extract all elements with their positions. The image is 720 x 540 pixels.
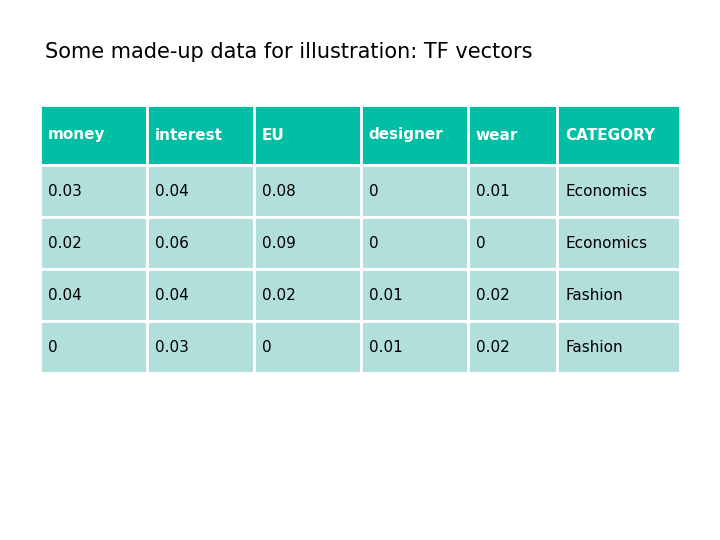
Bar [557,105,680,165]
Text: 0.04: 0.04 [155,184,189,199]
Bar [361,105,467,165]
Text: 0.02: 0.02 [48,235,82,251]
Bar [147,217,253,269]
Text: 0: 0 [475,235,485,251]
Text: EU: EU [262,127,284,143]
Bar [467,105,557,165]
Text: 0.02: 0.02 [262,287,295,302]
Text: 0.06: 0.06 [155,235,189,251]
Bar [253,269,361,321]
Text: 0.02: 0.02 [475,340,509,354]
Bar [557,165,680,217]
Text: Economics: Economics [565,184,647,199]
Bar [361,165,467,217]
Text: designer: designer [369,127,444,143]
Bar [467,217,557,269]
Text: money: money [48,127,106,143]
Text: 0.03: 0.03 [48,184,82,199]
Text: 0.04: 0.04 [48,287,82,302]
Bar [253,105,361,165]
Text: 0.02: 0.02 [475,287,509,302]
Text: wear: wear [475,127,518,143]
Bar [253,321,361,373]
Text: 0.01: 0.01 [369,340,402,354]
Bar [40,105,147,165]
Text: 0.08: 0.08 [262,184,295,199]
Bar [40,321,147,373]
Bar [467,321,557,373]
Bar [557,269,680,321]
Text: 0.01: 0.01 [475,184,509,199]
Text: 0: 0 [369,235,378,251]
Text: Some made-up data for illustration: TF vectors: Some made-up data for illustration: TF v… [45,42,533,62]
Bar [253,217,361,269]
Text: 0.04: 0.04 [155,287,189,302]
Bar [147,269,253,321]
Bar [467,269,557,321]
Bar [40,217,147,269]
Text: Fashion: Fashion [565,287,623,302]
Bar [557,217,680,269]
Bar [467,165,557,217]
Text: Economics: Economics [565,235,647,251]
Bar [361,321,467,373]
Text: 0.03: 0.03 [155,340,189,354]
Bar [147,321,253,373]
Text: 0.09: 0.09 [262,235,296,251]
Text: CATEGORY: CATEGORY [565,127,655,143]
Text: 0.01: 0.01 [369,287,402,302]
Text: 0: 0 [48,340,58,354]
Bar [253,165,361,217]
Bar [361,217,467,269]
Text: Fashion: Fashion [565,340,623,354]
Bar [147,105,253,165]
Bar [147,165,253,217]
Text: 0: 0 [369,184,378,199]
Bar [361,269,467,321]
Text: 0: 0 [262,340,271,354]
Bar [40,165,147,217]
Bar [40,269,147,321]
Bar [557,321,680,373]
Text: interest: interest [155,127,223,143]
